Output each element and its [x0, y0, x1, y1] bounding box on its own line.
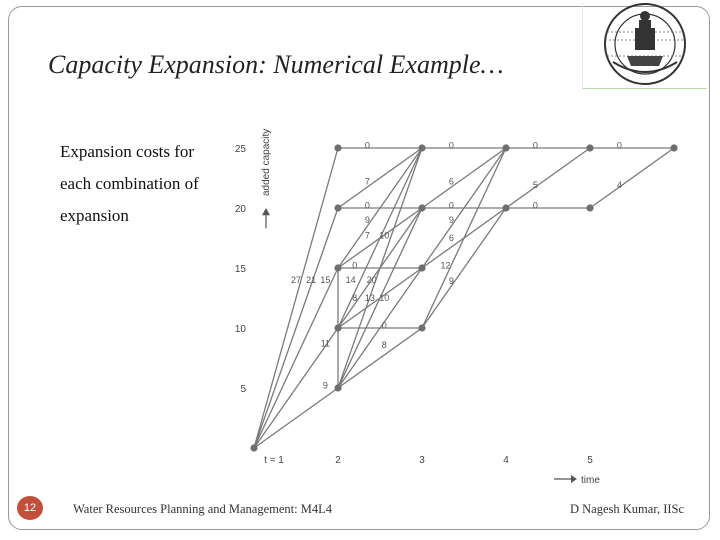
cost-label: 9 [365, 215, 370, 225]
cost-label: 0 [352, 261, 357, 271]
cost-label: 5 [533, 180, 538, 190]
network-edge [337, 147, 423, 209]
cost-label: 9 [449, 276, 454, 286]
cost-label: 10 [379, 231, 389, 241]
network-edge [421, 147, 507, 209]
network-node [418, 204, 426, 212]
cost-label: 0 [617, 141, 622, 151]
x-axis-label: time [581, 475, 600, 486]
network-edge [337, 327, 423, 389]
cost-label: 0 [449, 201, 454, 211]
network-node [334, 264, 342, 272]
x-tick-label: 4 [503, 455, 509, 466]
cost-label: 9 [449, 215, 454, 225]
cost-label: 14 [346, 275, 356, 285]
network-node [334, 204, 342, 212]
network-node [586, 144, 594, 152]
network-node [334, 384, 342, 392]
network-node [418, 324, 426, 332]
network-node [334, 144, 342, 152]
x-tick-label: 3 [419, 455, 425, 466]
slide-number: 12 [17, 496, 43, 520]
footer-author: D Nagesh Kumar, IISc [570, 502, 685, 516]
cost-labels-group: 27 21 15 11 9 0 7 0 9 7 10 0 14 20 8 13 10 0 8 0 6 0 9 6 12 9 0 5 0 0… [291, 141, 622, 391]
network-svg: 27 21 15 11 9 0 7 0 9 7 10 0 14 20 8 13 10 0 8 0 6 0 9 6 12 9 0 5 0 0… [235, 129, 678, 486]
network-edge [253, 327, 339, 449]
network-node [502, 204, 510, 212]
x-tick-label: 5 [587, 455, 593, 466]
iisc-logo [582, 2, 707, 89]
footer-course: Water Resources Planning and Management:… [73, 502, 332, 516]
cost-label: 6 [449, 233, 454, 243]
cost-label: 20 [367, 275, 377, 285]
y-tick-label: 20 [235, 204, 247, 215]
x-tick-label: 2 [335, 455, 341, 466]
slide-frame [8, 6, 710, 530]
edges-group [253, 147, 675, 449]
network-edge [337, 207, 423, 269]
cost-label: 13 [365, 293, 375, 303]
network-node [670, 144, 678, 152]
cost-label: 9 [323, 381, 328, 391]
network-edge [337, 267, 423, 329]
body-line: expansion [60, 206, 129, 225]
cost-label: 0 [382, 321, 387, 331]
cost-label: 8 [382, 340, 387, 350]
network-edge [253, 207, 339, 449]
y-tick-label: 25 [235, 144, 247, 155]
cost-label: 0 [449, 141, 454, 151]
cost-label: 7 [365, 231, 370, 241]
logo-emblem-icon [604, 3, 686, 85]
cost-label: 21 [306, 275, 316, 285]
axes-group: 5 10 15 20 25 t = 1 2 3 4 5 added capacity time [235, 129, 600, 486]
capacity-expansion-network: 27 21 15 11 9 0 7 0 9 7 10 0 14 20 8 13 10 0 8 0 6 0 9 6 12 9 0 5 0 0… [224, 120, 694, 500]
cost-label: 15 [320, 275, 330, 285]
y-tick-label: 5 [240, 384, 246, 395]
network-edge [589, 147, 675, 209]
network-node [418, 264, 426, 272]
slide-title: Capacity Expansion: Numerical Example… [48, 50, 504, 79]
network-edge [253, 267, 339, 449]
cost-label: 0 [533, 201, 538, 211]
cost-label: 4 [617, 180, 622, 190]
network-node [586, 204, 594, 212]
y-tick-label: 10 [235, 324, 247, 335]
network-node [502, 144, 510, 152]
cost-label: 0 [365, 141, 370, 151]
cost-label: 10 [379, 293, 389, 303]
cost-label: 8 [352, 293, 357, 303]
network-edge [253, 147, 339, 449]
body-line: Expansion costs for [60, 142, 195, 161]
cost-label: 0 [533, 141, 538, 151]
network-node [250, 444, 258, 452]
network-node [334, 324, 342, 332]
cost-label: 27 [291, 275, 301, 285]
cost-label: 6 [449, 177, 454, 187]
nodes-group [250, 144, 678, 452]
cost-label: 0 [365, 201, 370, 211]
y-axis-label: added capacity [261, 129, 272, 196]
cost-label: 12 [441, 261, 451, 271]
cost-label: 7 [365, 177, 370, 187]
network-node [418, 144, 426, 152]
network-edge [253, 387, 339, 449]
y-tick-label: 15 [235, 264, 247, 275]
network-edge [505, 147, 591, 209]
x-axis-arrowhead [571, 475, 577, 483]
y-axis-arrowhead [262, 208, 270, 216]
network-edge [421, 207, 507, 269]
cost-label: 11 [321, 339, 330, 349]
body-line: each combination of [60, 174, 199, 193]
x-tick-label: t = 1 [264, 455, 284, 466]
body-text: Expansion costs for each combination of … [60, 136, 199, 232]
network-edge [421, 207, 507, 329]
